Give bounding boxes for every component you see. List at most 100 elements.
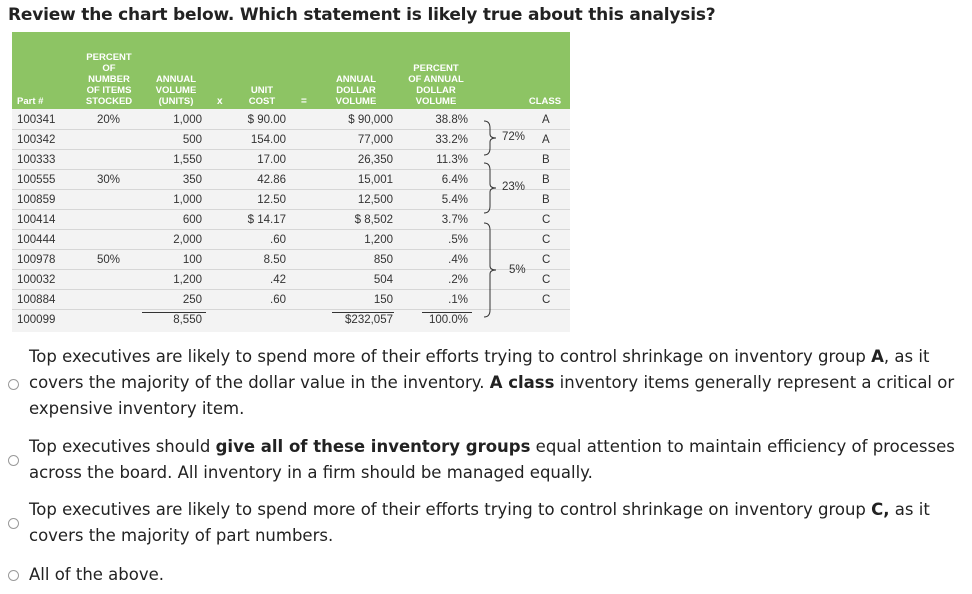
cell-vol: 250 [182,294,202,306]
cell-cost: 8.50 [263,254,286,266]
option-a-radio[interactable] [8,379,19,390]
option-d-radio[interactable] [8,570,19,581]
cell-dol: $ 90,000 [348,114,393,126]
option-b-radio[interactable] [8,455,19,466]
table-row: 100099 8,550 $232,057 100.0% [12,310,570,330]
cell-cost: 12.50 [257,194,286,206]
percent-total-rule [422,312,472,313]
cell-vol: 2,000 [173,234,202,246]
cell-cls: B [542,154,550,166]
header-part: Part # [17,96,44,107]
cell-pav: 11.3% [436,154,468,166]
cell-cost: $ 90.00 [247,114,286,126]
equals-sign: = [301,96,307,107]
cell-cls: B [542,174,550,186]
header-class: CLASS [528,96,562,107]
group-c-percent: 5% [509,264,526,276]
brace-group-a [483,120,497,156]
header-annual-dollar: ANNUAL DOLLAR VOLUME [335,74,377,107]
cell-part: 100342 [17,134,56,146]
brace-group-c [483,222,497,318]
cell-dol: 150 [373,294,393,306]
option-a-text[interactable]: Top executives are likely to spend more … [29,347,955,418]
cell-part: 100978 [17,254,56,266]
cell-dol: 26,350 [357,154,393,166]
table-row: 100859 1,000 12.50 12,500 5.4% B [12,190,570,210]
table-row: 100414 600 $ 14.17 $ 8,502 3.7% C [12,210,570,230]
option-d-text[interactable]: All of the above. [29,565,165,584]
times-sign: x [217,96,223,107]
cell-cost: 42.86 [257,174,286,186]
cell-cost: 17.00 [257,154,286,166]
option-c-radio[interactable] [8,518,19,529]
cell-part: 100333 [17,154,56,166]
cell-pav: 6.4% [441,174,468,186]
cell-part: 100414 [17,214,56,226]
cell-pav: .5% [448,234,468,246]
cell-vol: 8,550 [173,314,202,326]
cell-pav: 100.0% [428,314,468,326]
cell-pct: 30% [97,174,121,186]
dollar-total-rule [332,312,394,313]
header-annual-volume: ANNUAL VOLUME (UNITS) [155,74,197,107]
cell-cls: C [542,294,551,306]
cell-pct: 50% [97,254,121,266]
cell-dol: 12,500 [357,194,393,206]
cell-part: 100032 [17,274,56,286]
cell-cls: C [542,274,551,286]
cell-cls: C [542,234,551,246]
table-row: 100555 30% 350 42.86 15,001 6.4% B [12,170,570,190]
cell-dol: $ 8,502 [354,214,393,226]
header-percent-dollar: PERCENT OF ANNUAL DOLLAR VOLUME [408,63,464,107]
cell-pct: 20% [97,114,121,126]
brace-group-b [483,162,497,214]
cell-dol: 15,001 [357,174,393,186]
header-unit-cost: UNIT COST [248,85,276,107]
table-row: 100341 20% 1,000 $ 90.00 $ 90,000 38.8% A [12,110,570,130]
volume-total-rule [142,312,206,313]
cell-dol: $232,057 [345,314,393,326]
table-row: 100978 50% 100 8.50 850 .4% C [12,250,570,270]
cell-cost: 154.00 [250,134,286,146]
abc-analysis-table: Part # PERCENT OF NUMBER OF ITEMS STOCKE… [12,32,570,332]
cell-vol: 1,000 [173,114,202,126]
cell-cls: A [542,114,550,126]
cell-part: 100341 [17,114,56,126]
cell-vol: 1,550 [173,154,202,166]
cell-dol: 850 [373,254,393,266]
cell-cls: C [542,254,551,266]
cell-vol: 1,200 [173,274,202,286]
cell-part: 100859 [17,194,56,206]
cell-vol: 100 [182,254,202,266]
table-row: 100333 1,550 17.00 26,350 11.3% B [12,150,570,170]
cell-dol: 77,000 [357,134,393,146]
table-row: 100342 500 154.00 77,000 33.2% A [12,130,570,150]
option-c-text[interactable]: Top executives are likely to spend more … [29,500,930,545]
cell-cost: .60 [270,234,286,246]
cell-cost: .42 [270,274,286,286]
cell-pav: .1% [448,294,468,306]
cell-pav: .4% [448,254,468,266]
question-text: Review the chart below. Which statement … [8,5,716,25]
group-a-percent: 72% [502,131,526,143]
cell-vol: 500 [182,134,202,146]
cell-pav: 3.7% [441,214,468,226]
cell-pav: 38.8% [435,114,468,126]
cell-vol: 600 [182,214,202,226]
cell-pav: .2% [448,274,468,286]
table-row: 100032 1,200 .42 504 .2% C [12,270,570,290]
group-b-percent: 23% [502,181,526,193]
table-row: 100884 250 .60 150 .1% C [12,290,570,310]
table-row: 100444 2,000 .60 1,200 .5% C [12,230,570,250]
cell-pav: 33.2% [435,134,468,146]
cell-dol: 504 [373,274,393,286]
cell-vol: 1,000 [173,194,202,206]
cell-part: 100555 [17,174,56,186]
cell-cls: B [542,194,550,206]
cell-cost: .60 [270,294,286,306]
cell-cls: C [542,214,551,226]
header-percent-items: PERCENT OF NUMBER OF ITEMS STOCKED [85,52,133,107]
cell-part: 100884 [17,294,56,306]
cell-part: 100444 [17,234,56,246]
option-b-text[interactable]: Top executives should give all of these … [29,437,955,482]
